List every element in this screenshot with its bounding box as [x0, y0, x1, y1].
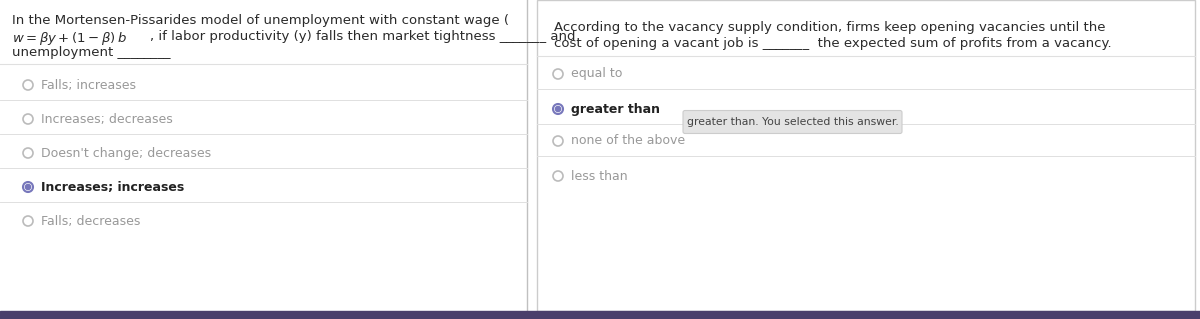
- Text: none of the above: none of the above: [571, 135, 685, 147]
- Bar: [0, 311, 1200, 319]
- Text: greater than: greater than: [571, 102, 660, 115]
- Text: According to the vacancy supply condition, firms keep opening vacancies until th: According to the vacancy supply conditio…: [554, 21, 1105, 34]
- Text: equal to: equal to: [571, 68, 623, 80]
- Text: Doesn't change; decreases: Doesn't change; decreases: [41, 146, 211, 160]
- Text: cost of opening a vacant job is _______  the expected sum of profits from a vaca: cost of opening a vacant job is _______ …: [554, 37, 1111, 50]
- Text: Falls; increases: Falls; increases: [41, 78, 136, 92]
- Circle shape: [25, 184, 31, 189]
- Text: In the Mortensen-Pissarides model of unemployment with constant wage (: In the Mortensen-Pissarides model of une…: [12, 14, 509, 27]
- FancyBboxPatch shape: [683, 110, 902, 133]
- Text: , if labor productivity (y) falls then market tightness _______ and: , if labor productivity (y) falls then m…: [150, 30, 576, 43]
- Bar: [538, 0, 1195, 311]
- Text: greater than. You selected this answer.: greater than. You selected this answer.: [686, 117, 899, 127]
- Text: Falls; decreases: Falls; decreases: [41, 214, 140, 227]
- Text: less than: less than: [571, 169, 628, 182]
- Text: Increases; increases: Increases; increases: [41, 181, 185, 194]
- Text: unemployment ________: unemployment ________: [12, 46, 170, 59]
- Text: $w = \beta y + (1 - \beta)\, b$: $w = \beta y + (1 - \beta)\, b$: [12, 30, 127, 47]
- Circle shape: [556, 107, 560, 112]
- Text: Increases; decreases: Increases; decreases: [41, 113, 173, 125]
